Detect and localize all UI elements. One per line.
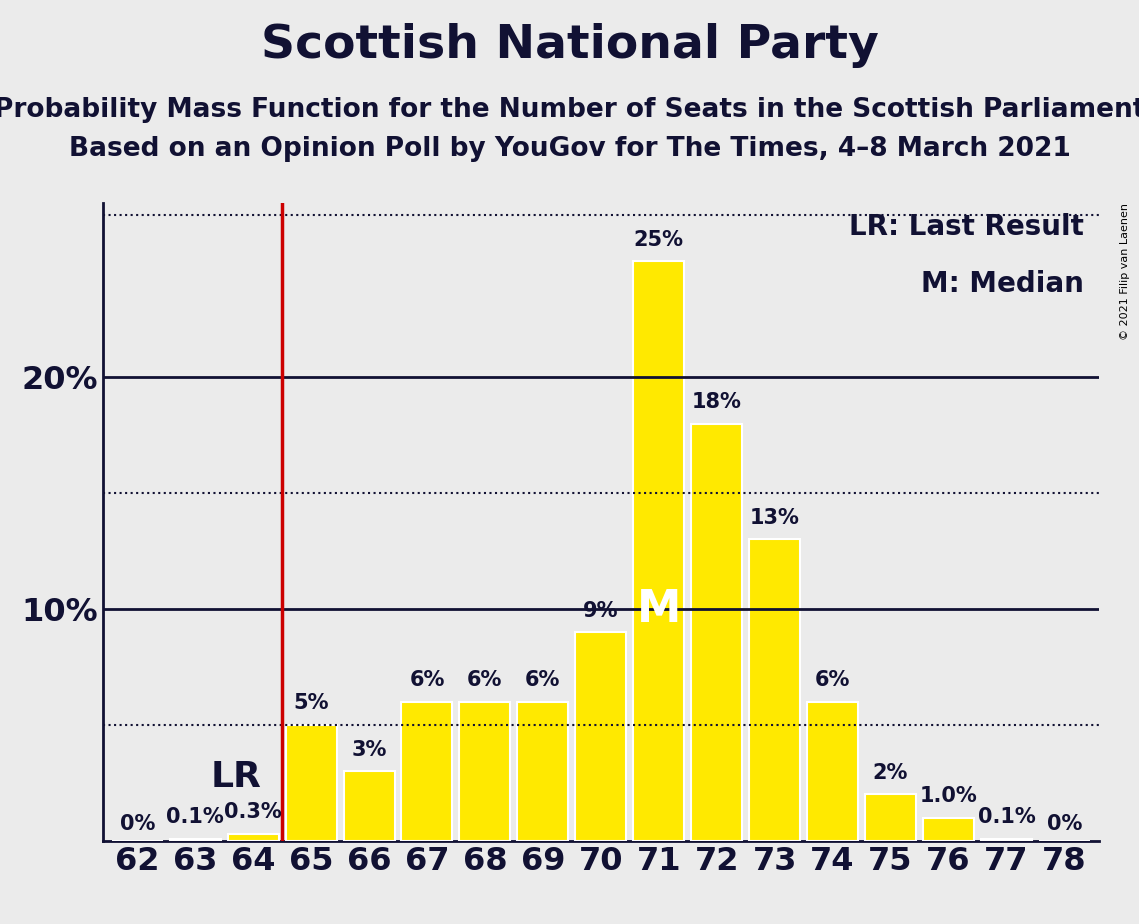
Bar xyxy=(575,632,626,841)
Bar xyxy=(749,540,800,841)
Text: © 2021 Filip van Laenen: © 2021 Filip van Laenen xyxy=(1120,203,1130,340)
Text: 6%: 6% xyxy=(814,670,851,690)
Text: 2%: 2% xyxy=(872,763,908,783)
Text: M: Median: M: Median xyxy=(921,270,1084,298)
Bar xyxy=(401,701,452,841)
Text: 1.0%: 1.0% xyxy=(919,786,977,806)
Text: 0%: 0% xyxy=(1047,814,1082,833)
Text: 6%: 6% xyxy=(525,670,560,690)
Text: 0.1%: 0.1% xyxy=(977,807,1035,827)
Bar xyxy=(865,795,916,841)
Text: 0.1%: 0.1% xyxy=(166,807,224,827)
Bar xyxy=(923,818,974,841)
Bar xyxy=(344,772,394,841)
Text: 0.3%: 0.3% xyxy=(224,802,282,822)
Text: 3%: 3% xyxy=(351,740,387,760)
Text: Scottish National Party: Scottish National Party xyxy=(261,23,878,68)
Text: 0%: 0% xyxy=(120,814,155,833)
Text: M: M xyxy=(637,588,681,630)
Text: LR: Last Result: LR: Last Result xyxy=(850,213,1084,241)
Text: 25%: 25% xyxy=(633,230,683,249)
Bar xyxy=(286,725,337,841)
Bar xyxy=(517,701,568,841)
Text: LR: LR xyxy=(211,760,261,794)
Bar xyxy=(808,701,858,841)
Text: 6%: 6% xyxy=(467,670,502,690)
Bar xyxy=(228,833,279,841)
Bar xyxy=(981,838,1032,841)
Bar xyxy=(633,261,685,841)
Text: 18%: 18% xyxy=(691,392,741,412)
Bar xyxy=(170,838,221,841)
Text: 9%: 9% xyxy=(583,601,618,621)
Text: 13%: 13% xyxy=(749,508,800,528)
Text: 5%: 5% xyxy=(294,693,329,713)
Text: 6%: 6% xyxy=(409,670,444,690)
Bar xyxy=(691,423,743,841)
Bar xyxy=(459,701,510,841)
Text: Probability Mass Function for the Number of Seats in the Scottish Parliament: Probability Mass Function for the Number… xyxy=(0,97,1139,123)
Text: Based on an Opinion Poll by YouGov for The Times, 4–8 March 2021: Based on an Opinion Poll by YouGov for T… xyxy=(68,136,1071,162)
